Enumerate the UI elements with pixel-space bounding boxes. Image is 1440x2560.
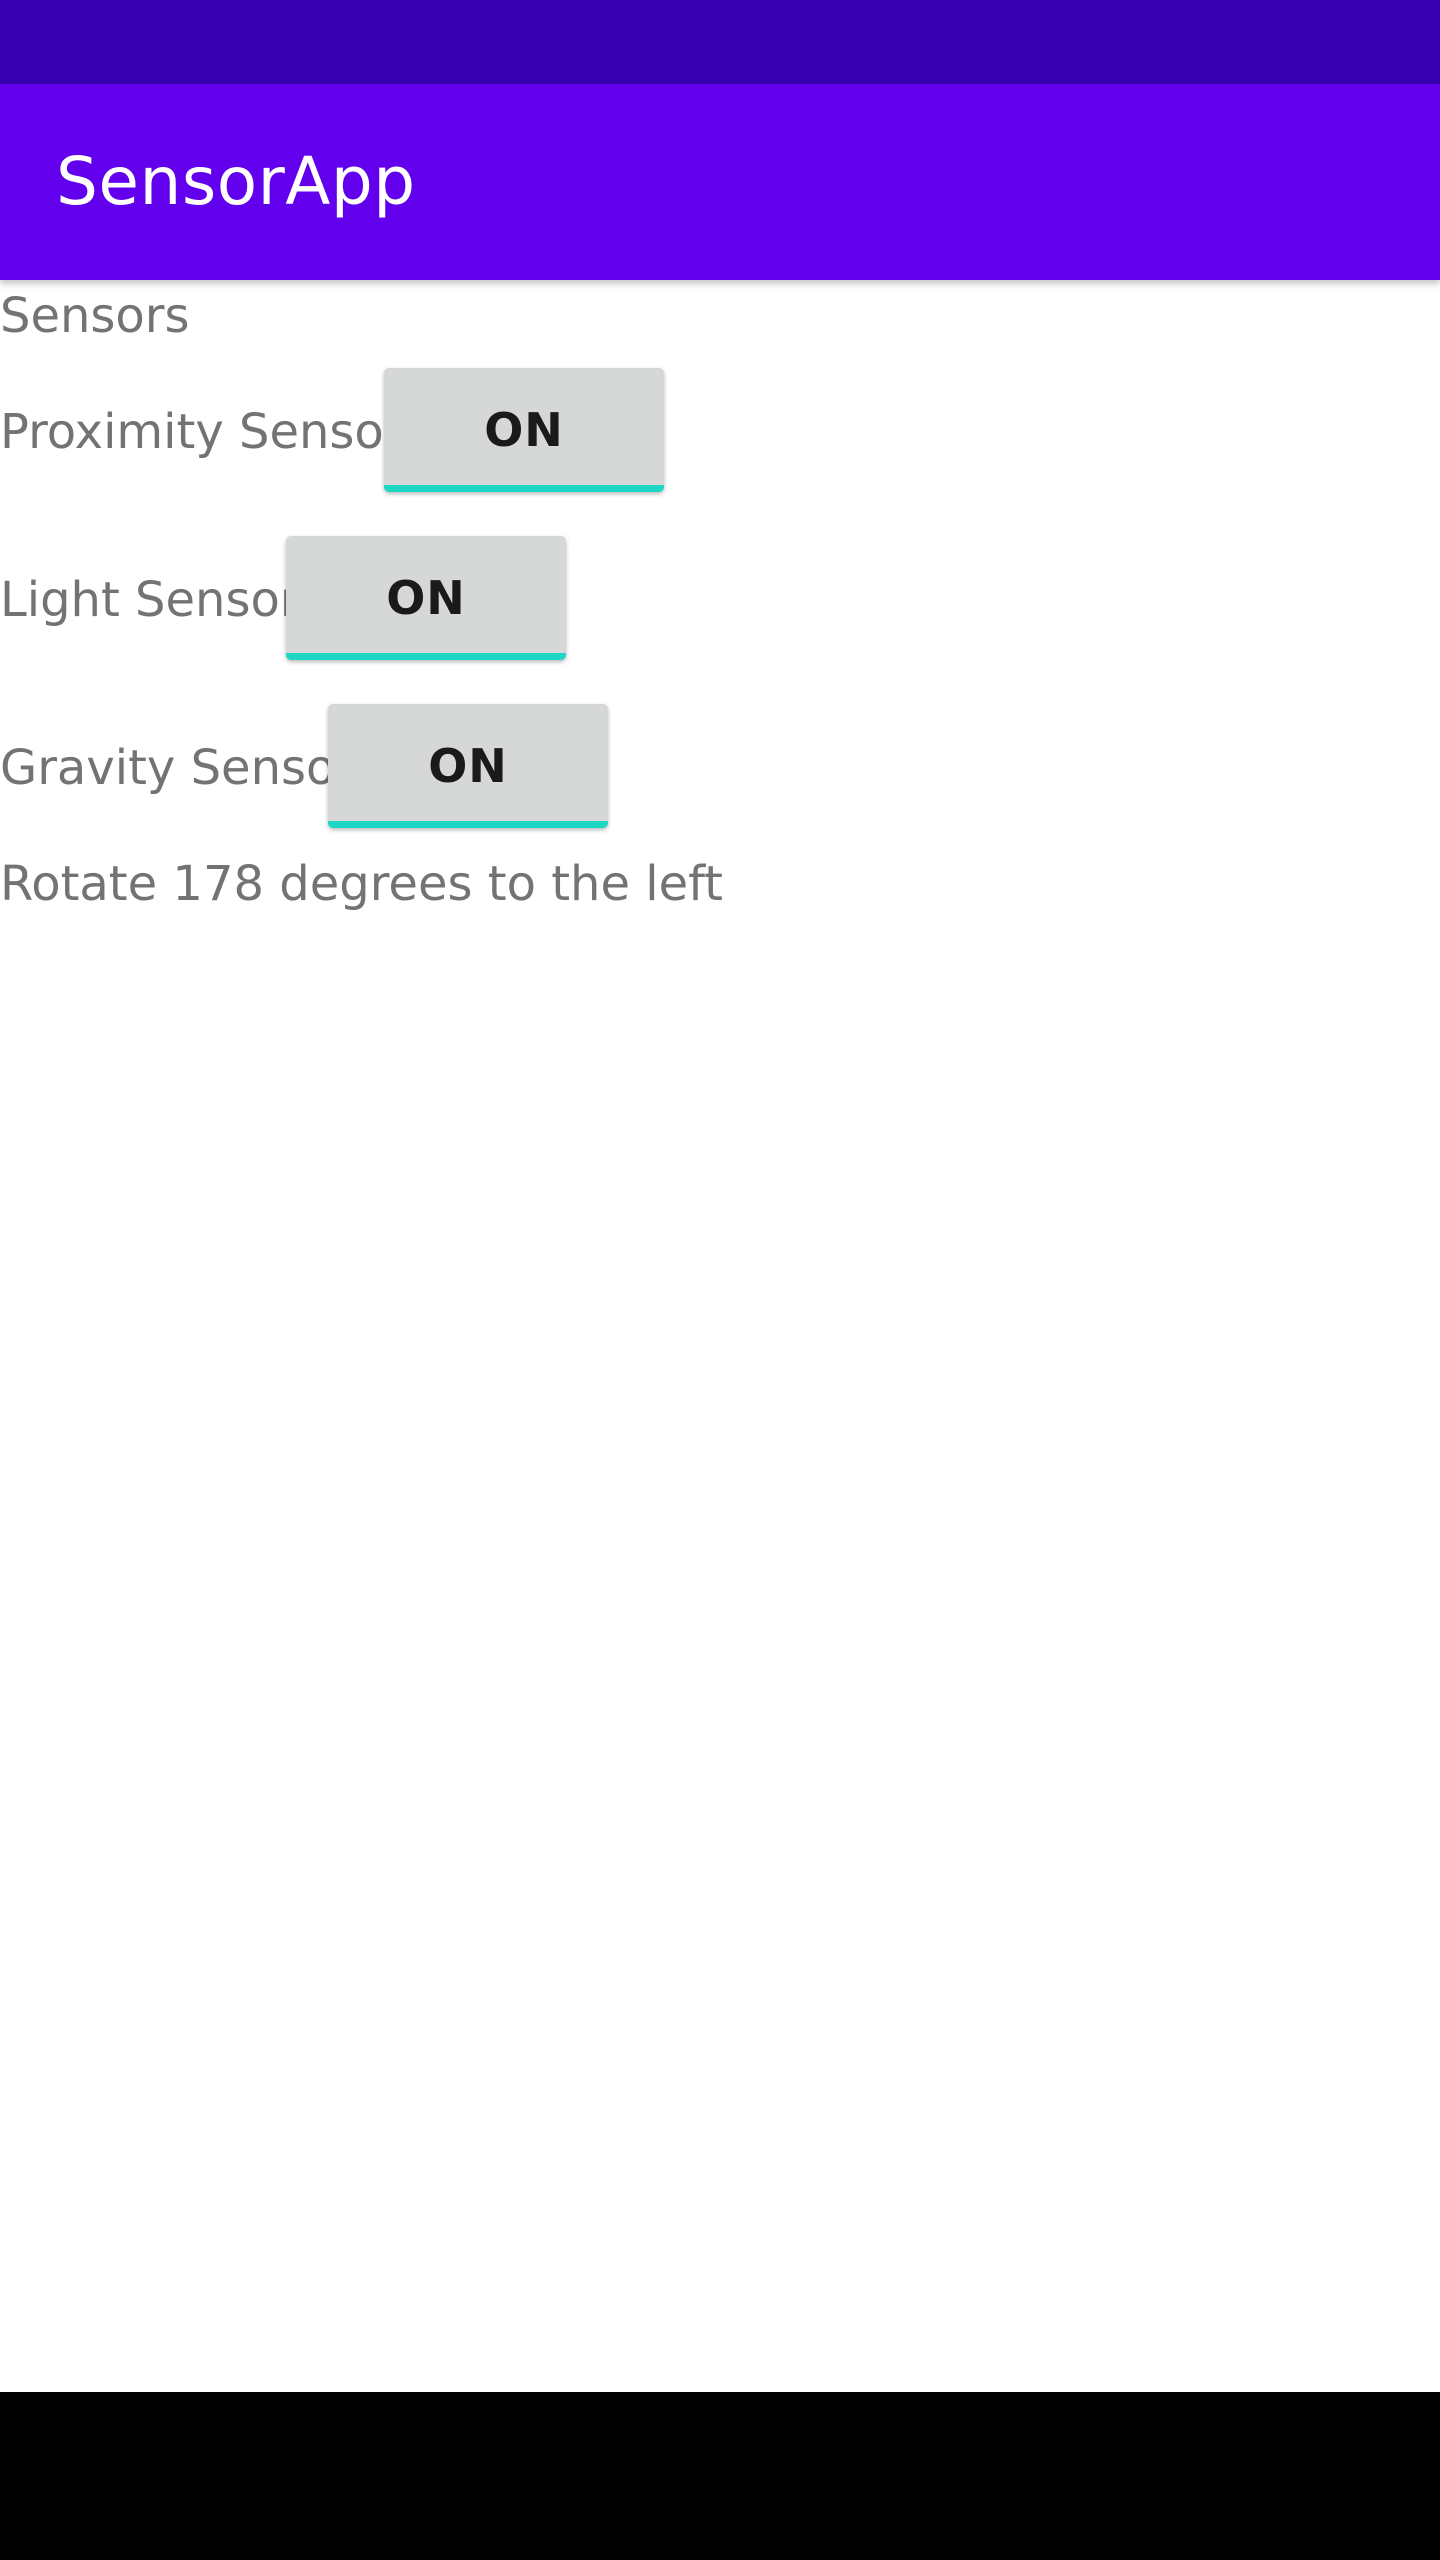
proximity-sensor-toggle-button[interactable]: ON (384, 368, 664, 492)
light-sensor-toggle-button[interactable]: ON (286, 536, 566, 660)
light-sensor-button-underline (286, 653, 566, 660)
app-title: SensorApp (56, 143, 416, 220)
status-bar (0, 0, 1440, 84)
gravity-sensor-label: Gravity Sensor (0, 740, 356, 796)
gravity-sensor-toggle-button[interactable]: ON (328, 704, 608, 828)
proximity-sensor-button-underline (384, 485, 664, 492)
light-sensor-label: Light Sensor (0, 572, 300, 628)
gravity-sensor-button-label: ON (428, 739, 508, 793)
light-sensor-button-label: ON (386, 571, 466, 625)
app-bar: SensorApp (0, 84, 1440, 280)
proximity-sensor-button-label: ON (484, 403, 564, 457)
navigation-bar (0, 2392, 1440, 2560)
proximity-sensor-label: Proximity Sensor (0, 404, 404, 460)
sensors-heading: Sensors (0, 288, 190, 344)
rotation-status-text: Rotate 178 degrees to the left (0, 856, 723, 912)
gravity-sensor-button-underline (328, 821, 608, 828)
main-content: Sensors Proximity Sensor ON Light Sensor… (0, 280, 1440, 2392)
